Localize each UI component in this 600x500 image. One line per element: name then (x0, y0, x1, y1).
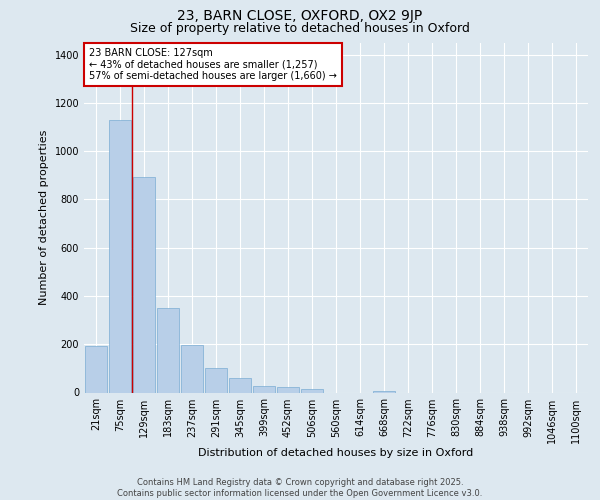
Bar (277, 387, 299, 392)
Bar (133, 177, 155, 392)
Text: 23 BARN CLOSE: 127sqm
← 43% of detached houses are smaller (1,257)
57% of semi-d: 23 BARN CLOSE: 127sqm ← 43% of detached … (89, 48, 337, 81)
Bar (85, 346, 107, 393)
Bar (301, 390, 323, 392)
Bar (205, 368, 227, 392)
X-axis label: Distribution of detached houses by size in Oxford: Distribution of detached houses by size … (199, 448, 473, 458)
Text: 23, BARN CLOSE, OXFORD, OX2 9JP: 23, BARN CLOSE, OXFORD, OX2 9JP (178, 9, 422, 23)
Text: Size of property relative to detached houses in Oxford: Size of property relative to detached ho… (130, 22, 470, 35)
Y-axis label: Number of detached properties: Number of detached properties (39, 130, 49, 305)
Bar (373, 390, 395, 392)
Bar (181, 346, 203, 393)
Text: Contains HM Land Registry data © Crown copyright and database right 2025.
Contai: Contains HM Land Registry data © Crown c… (118, 478, 482, 498)
Bar (229, 378, 251, 392)
Bar (157, 308, 179, 392)
Bar (109, 120, 131, 392)
Bar (253, 386, 275, 392)
